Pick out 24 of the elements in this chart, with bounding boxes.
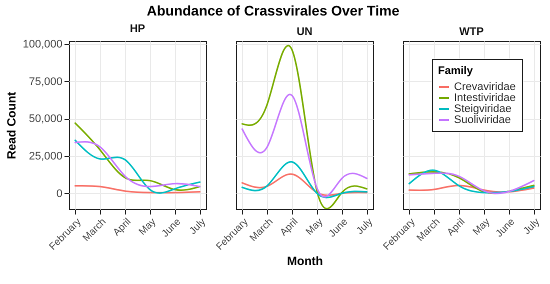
x-tick-label: July [354,216,376,237]
x-tick-label: July [522,216,542,237]
chart-subtitle: UN [296,26,312,38]
y-tick-label: 100,000 [22,38,62,50]
legend-title: Family [438,65,474,77]
line-series [74,122,201,191]
chart-title: Abundance of Crassvirales Over Time [146,2,400,18]
line-series [74,184,201,194]
x-tick-label: May [137,216,158,238]
x-tick-label: May [471,216,492,238]
y-tick-label: 75,000 [28,76,62,88]
legend-label: Suoliviridae [454,114,511,126]
x-tick-label: May [304,216,326,238]
legend-label: Intestiviridae [454,92,516,104]
y-tick-label: 50,000 [28,113,62,126]
x-tick-label: July [188,216,208,237]
y-tick-label: 0 [56,188,62,200]
y-tick-label: 25,000 [28,150,62,162]
y-axis-title: Read Count [4,92,19,160]
chart-subtitle: WTP [459,26,484,38]
legend-label: Crevaviridae [454,81,516,93]
x-axis-title: Month [287,254,323,268]
legend-label: Steigviridae [454,103,512,115]
chart-subtitle: HP [130,22,146,35]
